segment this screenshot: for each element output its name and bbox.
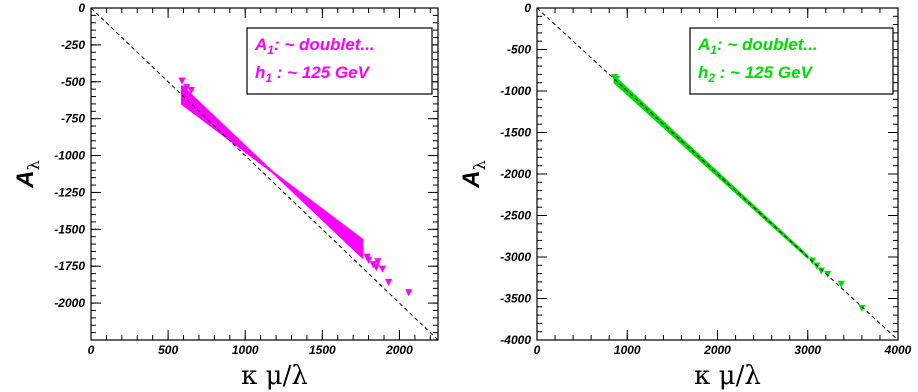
y-tick-label: -1500 [54, 222, 85, 236]
legend-entry: h2 : ~ 125 GeV [698, 63, 814, 85]
legend-box [246, 27, 433, 95]
x-tick-label: 0 [534, 343, 541, 357]
scatter-point [187, 87, 195, 95]
scatter-point [612, 75, 621, 83]
x-tick-label: 1500 [309, 343, 336, 357]
y-tick-label: -1000 [500, 84, 531, 98]
scatter-point [378, 265, 387, 273]
legend-box [689, 27, 894, 95]
y-tick-label: -250 [61, 38, 85, 52]
y-tick-label: -2500 [500, 209, 531, 223]
plot-area [91, 8, 438, 340]
y-tick-label: -1750 [54, 259, 85, 273]
x-tick-label: 500 [158, 343, 178, 357]
x-axis-title: κ μ/λ [241, 361, 308, 391]
y-tick-label: -3500 [500, 292, 531, 306]
y-tick-label: -1500 [500, 126, 531, 140]
y-tick-label: 0 [524, 1, 531, 15]
x-axis-title: κ μ/λ [694, 361, 761, 391]
scatter-point [824, 270, 832, 279]
y-tick-label: -500 [61, 75, 85, 89]
legend-entry: h1 : ~ 125 GeV [255, 63, 371, 85]
reference-line [537, 8, 898, 340]
plot-area [537, 8, 898, 340]
x-tick-label: 1000 [614, 343, 641, 357]
y-tick-label: -2000 [500, 167, 531, 181]
legend: A1: ~ doublet... h1 : ~ 125 GeV [246, 27, 433, 95]
scatter-point [178, 77, 186, 85]
y-tick-label: -4000 [500, 333, 531, 347]
scatter-point [817, 267, 825, 275]
legend-entry: A1: ~ doublet... [697, 35, 818, 57]
y-tick-label: -500 [507, 43, 531, 57]
scatter-point [858, 304, 866, 313]
x-tick-label: 1000 [232, 343, 259, 357]
right-panel: 0 1000 2000 3000 4000 0 -500 -1000 -1500 -2000 -25… [458, 1, 912, 391]
scatter-band [181, 85, 364, 259]
scatter-point [372, 264, 380, 272]
y-tick-label: -1000 [54, 149, 85, 163]
scatter-point [385, 278, 393, 287]
x-tick-label: 4000 [884, 343, 912, 357]
scatter-point [374, 258, 382, 266]
x-tick-label: 0 [88, 343, 95, 357]
x-tick-label: 2000 [385, 343, 413, 357]
legend: A1: ~ doublet... h2 : ~ 125 GeV [689, 27, 894, 95]
y-tick-label: -2000 [54, 296, 85, 310]
left-panel: 0 500 1000 1500 2000 0 -250 -500 -750 -1000 -1250 -… [12, 1, 439, 391]
scatter-point [405, 289, 413, 297]
y-axis-title: Aλ [458, 160, 489, 188]
x-tick-label: 2000 [703, 343, 731, 357]
y-tick-label: -750 [61, 112, 85, 126]
y-tick-label: -1250 [54, 185, 85, 199]
y-tick-label: -3000 [500, 250, 531, 264]
legend-entry: A1: ~ doublet... [254, 35, 375, 57]
scatter-band [613, 75, 809, 259]
plot-frame [90, 7, 439, 341]
scatter-point [813, 262, 821, 270]
scatter-point [365, 256, 373, 264]
reference-line [91, 8, 438, 340]
scatter-point [837, 280, 845, 288]
x-tick-label: 3000 [794, 343, 821, 357]
y-tick-label: 0 [78, 1, 85, 15]
scatter-point [183, 84, 191, 92]
y-axis-title: Aλ [12, 160, 43, 188]
